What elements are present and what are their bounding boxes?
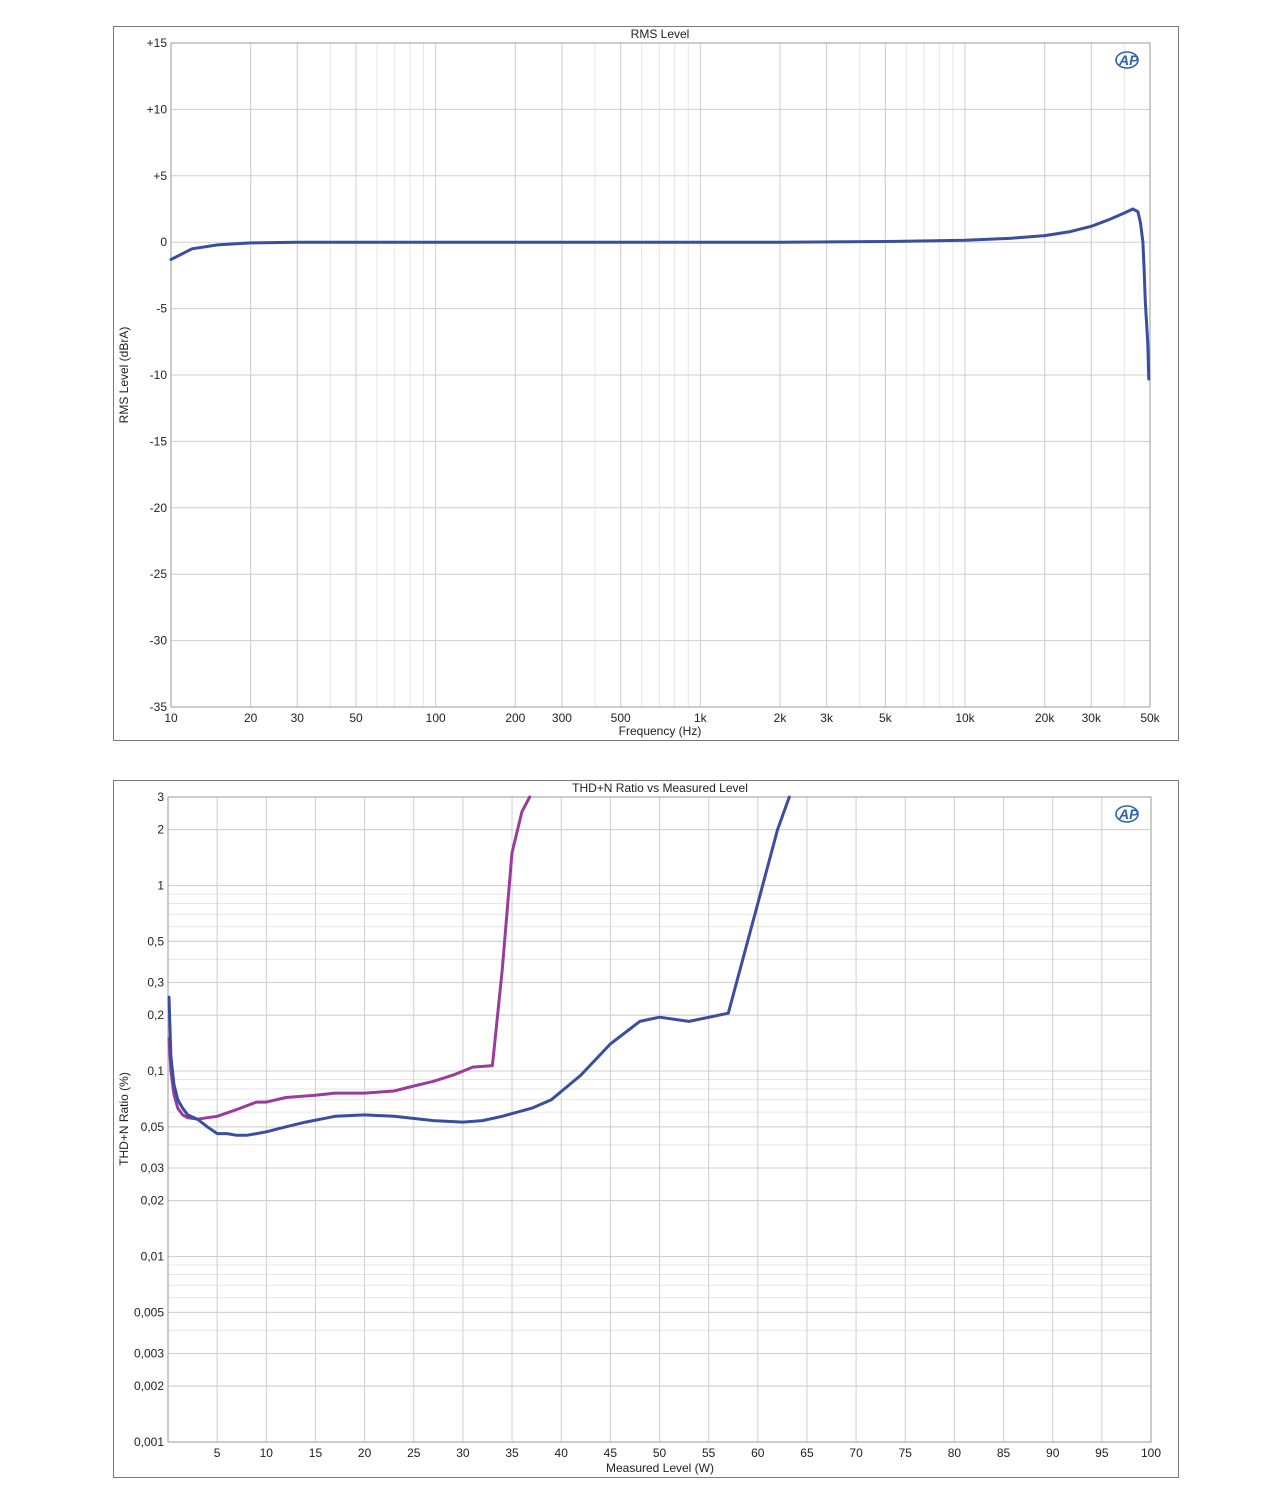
x-tick-label: 5 [214, 1446, 221, 1460]
ap-logo: AP [1115, 805, 1139, 823]
x-tick-label: 5k [879, 711, 893, 725]
x-tick-label: 15 [309, 1446, 323, 1460]
x-tick-label: 30 [291, 711, 305, 725]
x-tick-label: 500 [611, 711, 631, 725]
y-tick-label: -10 [150, 368, 168, 382]
y-tick-label: 0,02 [141, 1194, 165, 1208]
y-tick-label: -15 [150, 434, 168, 448]
y-tick-label: 0,05 [141, 1120, 165, 1134]
x-tick-label: 55 [702, 1446, 716, 1460]
x-tick-label: 1k [694, 711, 708, 725]
x-tick-label: 90 [1046, 1446, 1060, 1460]
y-tick-label: 0,001 [134, 1435, 164, 1449]
x-tick-label: 30k [1082, 711, 1102, 725]
x-tick-label: 50 [349, 711, 363, 725]
ap-logo: AP [1115, 51, 1139, 69]
y-tick-label: -25 [150, 567, 168, 581]
y-tick-label: 0,005 [134, 1305, 164, 1319]
series-line-1 [167, 795, 791, 1137]
y-axis-label: THD+N Ratio (%) [117, 1072, 131, 1166]
x-tick-label: 10 [164, 711, 178, 725]
x-tick-label: 3k [820, 711, 834, 725]
series-line-0 [169, 207, 1151, 381]
y-tick-label: 0,5 [147, 934, 164, 948]
y-tick-label: 0,01 [141, 1250, 165, 1264]
chart-title: THD+N Ratio vs Measured Level [572, 781, 748, 795]
y-tick-label: +15 [147, 36, 168, 50]
y-tick-label: -35 [150, 700, 168, 714]
y-tick-label: 1 [157, 879, 164, 893]
series-line-0 [167, 795, 532, 1121]
x-tick-label: 85 [997, 1446, 1011, 1460]
x-tick-label: 10k [955, 711, 975, 725]
x-tick-label: 100 [426, 711, 446, 725]
x-tick-label: 40 [555, 1446, 569, 1460]
y-tick-label: 3 [157, 790, 164, 804]
x-axis-label: Measured Level (W) [606, 1461, 714, 1475]
x-tick-label: 20 [244, 711, 258, 725]
x-tick-label: 30 [456, 1446, 470, 1460]
rms-level-plot: 10 20 30 50 100 200 300 500 1k 2k 3k 5k 10k 20k 30k 50k… [117, 27, 1161, 738]
y-tick-label: 0 [160, 235, 167, 249]
y-tick-label: 0,1 [147, 1064, 164, 1078]
x-tick-label: 45 [604, 1446, 618, 1460]
y-tick-label: 0,3 [147, 975, 164, 989]
thd-n-chart: 5 10 15 20 25 30 35 40 45 50 55 60 65 70 75 80 85 90 95 100… [113, 780, 1179, 1478]
x-axis-label: Frequency (Hz) [619, 724, 702, 738]
x-tick-label: 95 [1095, 1446, 1109, 1460]
ap-logo-text: AP [1118, 52, 1139, 68]
x-tick-label: 80 [948, 1446, 962, 1460]
x-tick-label: 25 [407, 1446, 421, 1460]
y-tick-label: 0,03 [141, 1161, 165, 1175]
x-tick-label: 2k [774, 711, 788, 725]
x-tick-label: 75 [899, 1446, 913, 1460]
x-tick-label: 70 [849, 1446, 863, 1460]
rms-level-chart: 10 20 30 50 100 200 300 500 1k 2k 3k 5k 10k 20k 30k 50k… [113, 26, 1179, 741]
x-tick-label: 20k [1035, 711, 1055, 725]
y-tick-label: +10 [147, 102, 168, 116]
y-tick-label: 0,2 [147, 1008, 164, 1022]
plot-frame [167, 796, 1152, 1443]
thd-n-plot: 5 10 15 20 25 30 35 40 45 50 55 60 65 70 75 80 85 90 95 100… [117, 781, 1161, 1475]
x-tick-label: 10 [260, 1446, 274, 1460]
x-tick-label: 200 [505, 711, 525, 725]
y-tick-label: -30 [150, 634, 168, 648]
chart-title: RMS Level [631, 27, 690, 41]
ap-logo-text: AP [1118, 806, 1139, 822]
x-tick-label: 300 [552, 711, 572, 725]
y-tick-label: -20 [150, 501, 168, 515]
x-tick-label: 20 [358, 1446, 372, 1460]
x-tick-label: 50k [1140, 711, 1160, 725]
y-tick-label: 0,002 [134, 1379, 164, 1393]
y-tick-label: 0,003 [134, 1346, 164, 1360]
x-tick-label: 65 [800, 1446, 814, 1460]
x-tick-label: 100 [1141, 1446, 1161, 1460]
y-tick-label: +5 [153, 169, 167, 183]
y-tick-label: 2 [157, 823, 164, 837]
x-tick-label: 60 [751, 1446, 765, 1460]
x-tick-label: 50 [653, 1446, 667, 1460]
y-axis-label: RMS Level (dBrA) [117, 327, 131, 424]
x-tick-label: 35 [505, 1446, 519, 1460]
y-tick-label: -5 [156, 302, 167, 316]
